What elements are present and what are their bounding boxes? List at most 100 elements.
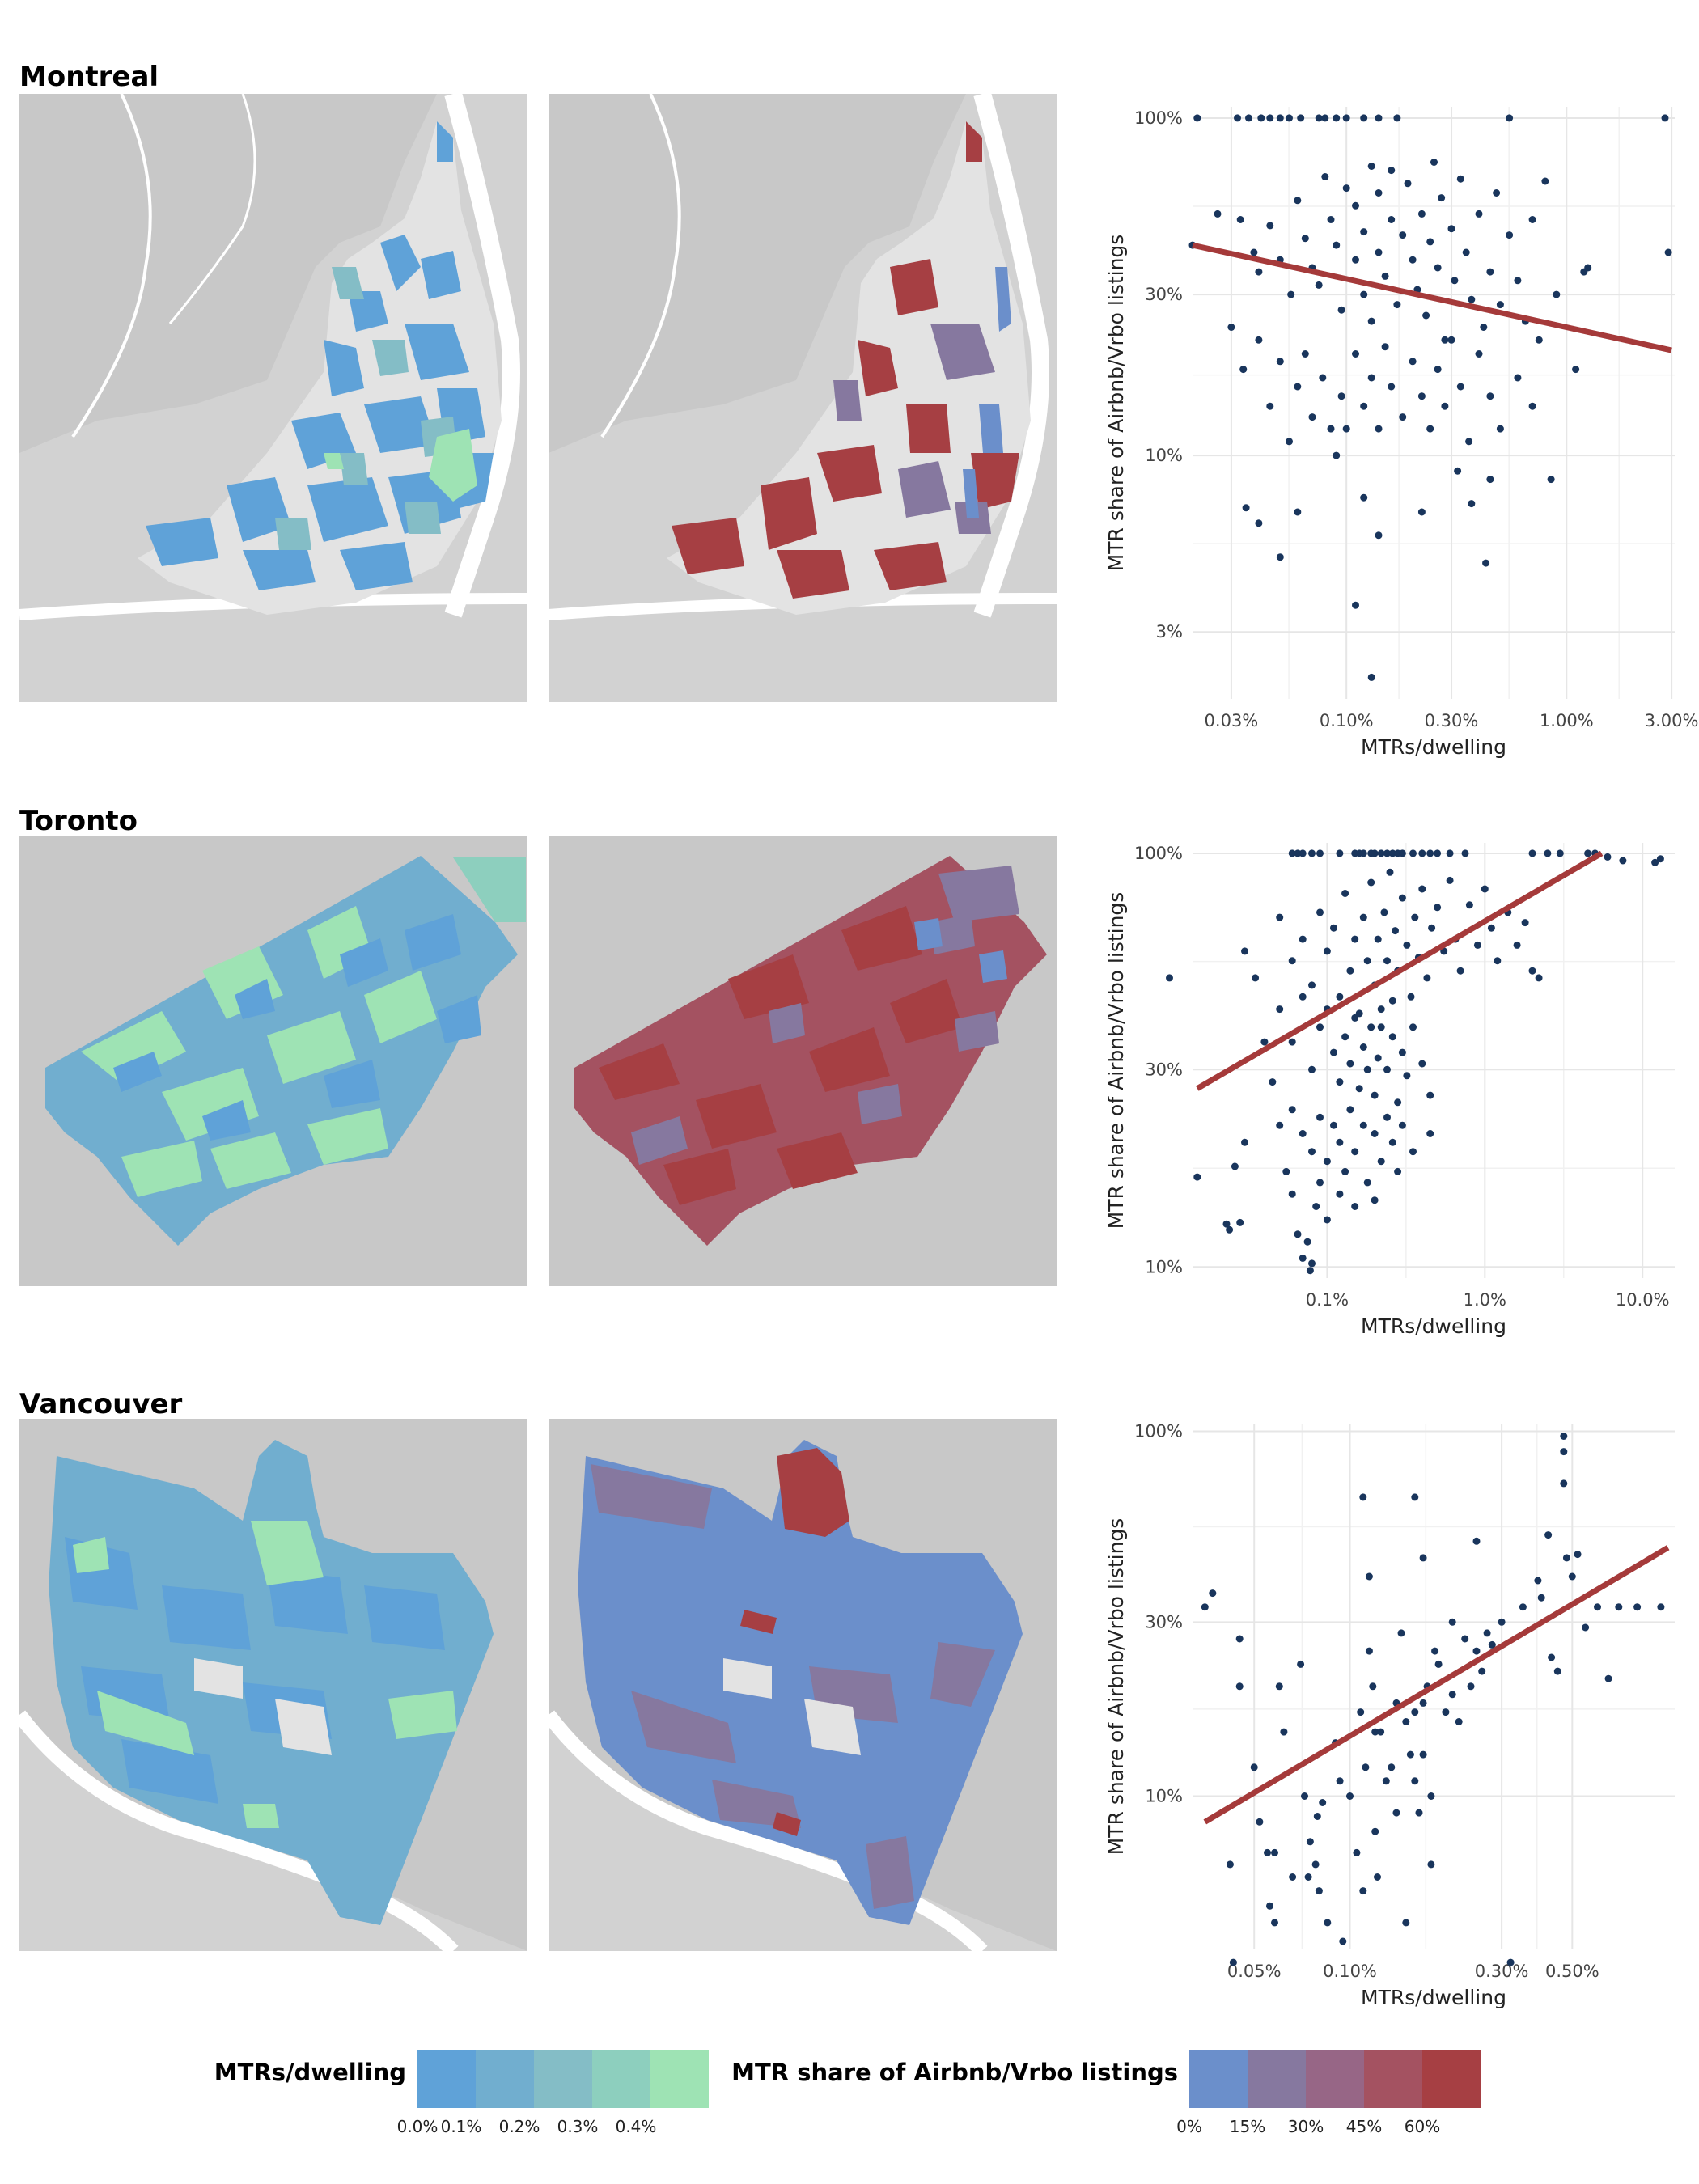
vancouver-x-axis-title: MTRs/dwelling xyxy=(1361,1986,1506,2009)
data-point xyxy=(1388,167,1396,175)
data-point xyxy=(1548,1653,1556,1661)
data-point xyxy=(1409,849,1417,857)
data-point xyxy=(1535,974,1543,982)
data-point xyxy=(1360,114,1368,122)
toronto-scatter-plot: 0.1% 1.0% 10.0% 10% 30% 100% MTR share of Airb… xyxy=(1104,843,1675,1338)
data-point xyxy=(1388,216,1396,223)
data-point xyxy=(1584,849,1592,857)
data-point xyxy=(1418,885,1426,893)
data-point xyxy=(1308,849,1316,857)
data-point xyxy=(1308,981,1316,989)
data-point xyxy=(1297,114,1305,122)
data-point xyxy=(1419,1554,1427,1562)
data-point xyxy=(1393,301,1401,309)
data-point xyxy=(1375,531,1383,540)
data-point xyxy=(1367,317,1375,325)
data-point xyxy=(1448,1691,1456,1699)
data-point xyxy=(1398,1121,1406,1129)
map-choropleth-low xyxy=(113,914,481,1141)
data-point xyxy=(1316,849,1324,857)
data-point xyxy=(1428,924,1436,932)
map-no-data xyxy=(723,1658,861,1755)
data-point xyxy=(1235,1635,1244,1643)
data-point xyxy=(1438,194,1446,202)
x-tick-label: 0.10% xyxy=(1323,1962,1377,1981)
data-points xyxy=(1201,1433,1665,1966)
data-point xyxy=(1657,1603,1665,1611)
toronto-map-mtr-share xyxy=(549,836,1057,1286)
data-point xyxy=(1604,853,1612,861)
data-point xyxy=(1426,425,1434,433)
data-point xyxy=(1367,878,1375,887)
map-land-region xyxy=(19,1723,527,1951)
trend-line xyxy=(1192,242,1672,353)
data-point xyxy=(1392,1809,1400,1817)
data-point xyxy=(1299,849,1307,857)
data-point xyxy=(1386,868,1394,876)
data-point xyxy=(1276,1121,1284,1129)
data-point xyxy=(1342,425,1350,433)
data-point xyxy=(1250,1763,1258,1771)
data-point xyxy=(1383,957,1391,965)
data-point xyxy=(1447,225,1455,233)
map-stream xyxy=(600,93,681,438)
x-tick-label: 3.00% xyxy=(1645,711,1699,730)
data-point xyxy=(1442,1708,1450,1716)
data-point xyxy=(1528,402,1536,410)
data-point xyxy=(1534,1577,1542,1585)
data-point xyxy=(1306,1838,1314,1846)
data-point xyxy=(1560,1433,1568,1440)
map-choropleth-base xyxy=(49,1440,494,1925)
data-point xyxy=(1288,1038,1296,1046)
vancouver-title: Vancouver xyxy=(19,1388,183,1420)
data-point xyxy=(1456,175,1464,183)
data-point xyxy=(1403,1072,1411,1080)
data-point xyxy=(1409,358,1417,366)
data-point xyxy=(1201,1603,1209,1611)
data-point xyxy=(1231,1162,1239,1170)
map-choropleth-low xyxy=(914,918,1007,983)
map-choropleth-mid xyxy=(275,267,457,550)
data-point xyxy=(1321,173,1329,180)
data-point xyxy=(1568,1572,1576,1581)
data-point xyxy=(1359,1887,1367,1895)
data-point xyxy=(1553,1667,1561,1675)
map-choropleth-mid xyxy=(453,857,526,922)
legend-mtrs-per-dwelling: MTRs/dwelling 0.0% 0.1% 0.2% 0.3% 0.4% xyxy=(214,2050,709,2136)
data-point xyxy=(1478,1667,1486,1675)
data-point xyxy=(1363,1179,1371,1187)
x-tick-label: 0.05% xyxy=(1227,1962,1282,1981)
data-point xyxy=(1242,504,1250,512)
toronto-y-axis-title: MTR share of Airbnb/Vrbo listings xyxy=(1104,892,1128,1230)
data-point xyxy=(1375,189,1383,197)
data-point xyxy=(1547,476,1555,484)
map-choropleth-high xyxy=(81,906,437,1197)
data-point xyxy=(1346,1060,1354,1068)
data-point xyxy=(1383,1065,1391,1073)
data-point xyxy=(1226,1860,1234,1869)
data-point xyxy=(1351,935,1359,943)
data-point xyxy=(1537,1594,1545,1602)
map-choropleth-base xyxy=(578,1440,1023,1925)
data-point xyxy=(1427,1792,1435,1800)
data-point xyxy=(1541,177,1549,185)
data-point xyxy=(1374,1873,1381,1881)
data-point xyxy=(1360,402,1368,410)
data-point xyxy=(1369,1682,1377,1691)
data-point xyxy=(1409,256,1417,264)
data-point xyxy=(1299,1130,1307,1137)
data-point xyxy=(1236,216,1244,223)
data-point xyxy=(1357,1708,1365,1716)
data-point xyxy=(1399,231,1407,239)
data-point xyxy=(1342,184,1350,193)
data-point xyxy=(1337,392,1345,400)
data-point xyxy=(1461,1635,1469,1643)
data-point xyxy=(1359,913,1367,921)
data-point xyxy=(1294,849,1302,857)
data-point xyxy=(1308,1259,1316,1268)
data-point xyxy=(1482,559,1490,567)
data-point xyxy=(1528,967,1536,975)
data-point xyxy=(1336,1078,1344,1086)
y-tick-label: 10% xyxy=(1145,1787,1183,1806)
data-point xyxy=(1487,924,1495,932)
